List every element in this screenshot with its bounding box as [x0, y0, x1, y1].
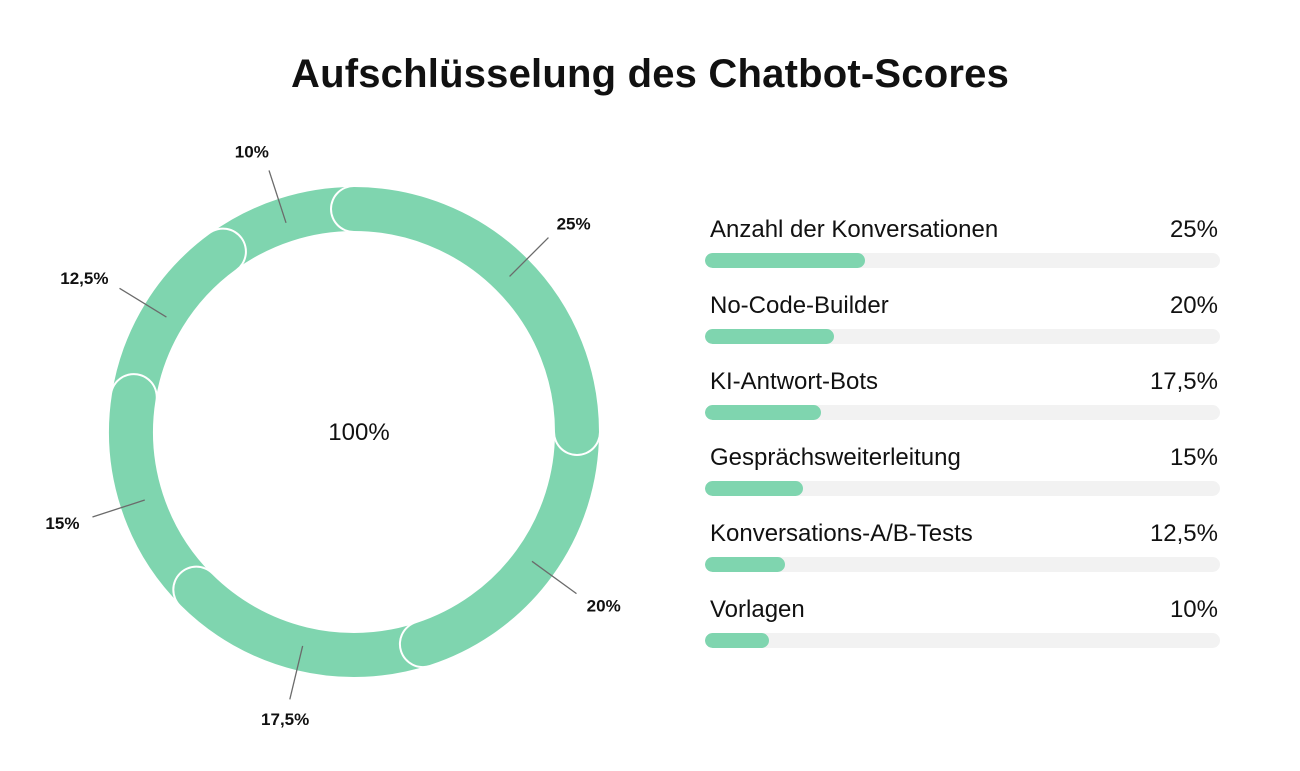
legend-row: Konversations-A/B-Tests 12,5% [705, 519, 1220, 579]
leader-line [119, 287, 167, 318]
legend-value: 10% [1169, 596, 1218, 623]
legend-bar-track [705, 557, 1220, 572]
legend-bar-track [705, 633, 1220, 648]
chart-title: Aufschlüsselung des Chatbot-Scores [290, 52, 1010, 96]
leader-line [531, 560, 577, 595]
legend-label: Gesprächsweiterleitung [710, 444, 961, 471]
legend-row: KI-Antwort-Bots 17,5% [705, 367, 1220, 427]
legend-label: Konversations-A/B-Tests [710, 520, 973, 547]
legend-value: 20% [1169, 292, 1218, 319]
legend-bar-fill [705, 481, 803, 496]
legend-bar-fill [705, 557, 785, 572]
legend-bar-track [705, 481, 1220, 496]
leader-line [92, 499, 145, 518]
legend-label: KI-Antwort-Bots [710, 368, 879, 395]
slice-value-label: 20% [587, 596, 621, 615]
legend-bar-fill [705, 633, 770, 648]
legend-label: No-Code-Builder [710, 292, 889, 319]
legend-value: 17,5% [1149, 368, 1218, 395]
legend-row: Gesprächsweiterleitung 15% [705, 443, 1220, 503]
legend-label: Anzahl der Konversationen [710, 216, 999, 243]
leader-line [509, 237, 549, 277]
legend-value: 25% [1169, 216, 1218, 243]
slice-value-label: 25% [557, 214, 591, 233]
legend-bar-track [705, 405, 1220, 420]
leader-line [268, 170, 287, 223]
legend-value: 15% [1169, 444, 1218, 471]
donut-segment [400, 410, 599, 667]
slice-value-label: 10% [235, 142, 269, 161]
legend-value: 12,5% [1149, 520, 1218, 547]
legend-row: Anzahl der Konversationen 25% [705, 215, 1220, 275]
legend-bar-fill [705, 329, 834, 344]
leader-line [289, 645, 304, 700]
slice-value-label: 15% [45, 514, 79, 533]
legend-label: Vorlagen [710, 596, 805, 623]
donut-segment [111, 229, 245, 420]
legend-row: No-Code-Builder 20% [705, 291, 1220, 351]
center-total-label: 100% [328, 419, 389, 446]
legend-bar-track [705, 329, 1220, 344]
legend-bar-track [705, 253, 1220, 268]
legend-bar-fill [705, 253, 865, 268]
legend-row: Vorlagen 10% [705, 595, 1220, 655]
slice-value-label: 12,5% [60, 269, 108, 288]
legend-bar-fill [705, 405, 821, 420]
slice-value-label: 17,5% [261, 710, 309, 729]
